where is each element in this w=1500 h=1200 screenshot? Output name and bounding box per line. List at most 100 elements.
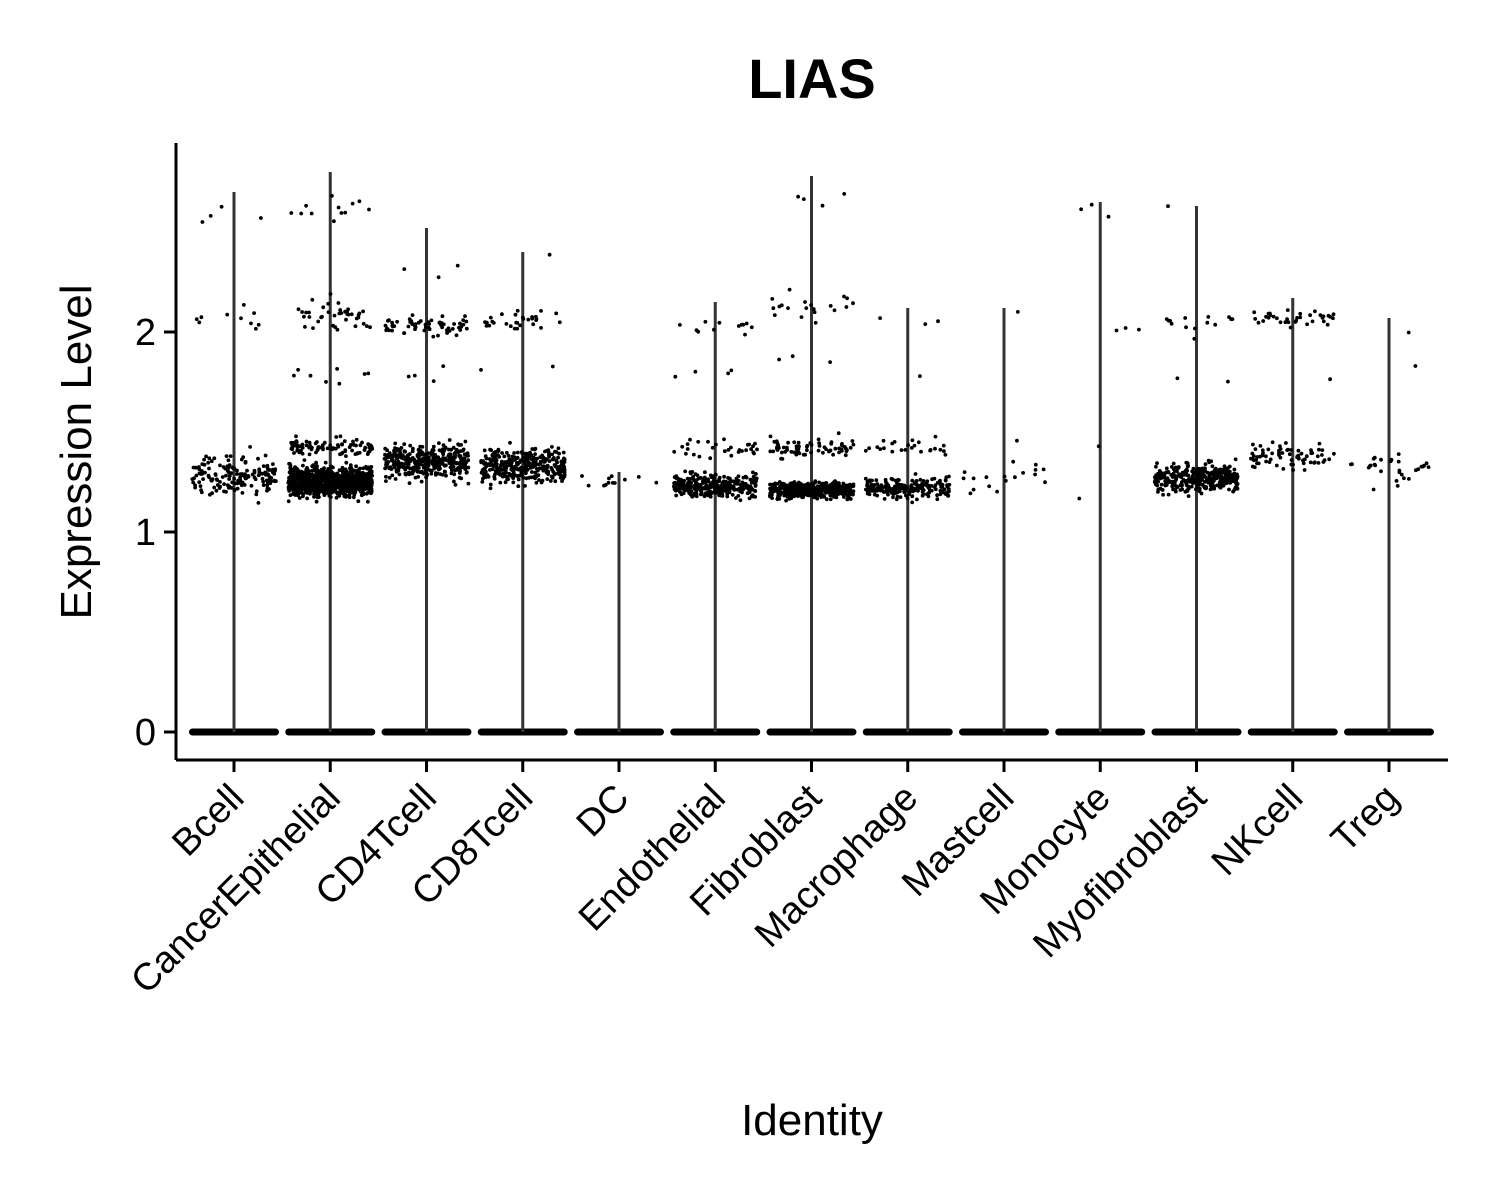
data-point — [824, 497, 829, 502]
data-point — [1156, 479, 1160, 484]
data-point — [226, 458, 231, 463]
violin-Bcell — [189, 192, 279, 736]
data-point — [848, 445, 853, 450]
data-point — [383, 452, 387, 457]
data-point — [487, 323, 492, 328]
data-point — [346, 478, 350, 483]
data-point — [874, 478, 879, 483]
data-point — [807, 492, 811, 497]
data-point — [199, 315, 204, 320]
data-point — [1155, 476, 1160, 480]
data-point — [201, 477, 206, 481]
data-point — [345, 481, 349, 486]
data-point — [1317, 447, 1321, 452]
data-point — [775, 441, 780, 446]
data-point — [606, 480, 611, 485]
data-point — [1399, 472, 1404, 477]
data-point — [431, 463, 436, 467]
data-point — [770, 492, 774, 497]
data-point — [562, 473, 567, 477]
data-point — [1302, 468, 1307, 472]
data-point — [406, 324, 411, 329]
data-point — [239, 316, 243, 321]
data-point — [1421, 464, 1425, 469]
data-point — [915, 497, 919, 502]
data-point — [702, 480, 707, 485]
data-point — [708, 456, 713, 461]
data-point — [736, 494, 741, 498]
data-point — [1303, 457, 1307, 462]
data-point — [816, 448, 821, 453]
data-point — [1164, 481, 1168, 486]
data-point — [411, 465, 416, 470]
data-point — [294, 473, 298, 478]
data-point — [813, 479, 818, 484]
data-point — [512, 455, 517, 459]
data-point — [250, 472, 255, 477]
data-point — [865, 482, 870, 487]
data-point — [1275, 316, 1279, 321]
data-point — [905, 496, 910, 501]
data-point — [504, 450, 509, 455]
data-point — [1396, 459, 1401, 464]
data-point — [299, 488, 304, 493]
data-point — [194, 317, 199, 322]
data-point — [722, 437, 726, 442]
data-point — [494, 464, 498, 469]
data-point — [929, 484, 934, 488]
data-point — [362, 372, 367, 376]
data-point — [1322, 458, 1327, 462]
data-point — [325, 446, 330, 451]
data-point — [1178, 488, 1183, 492]
data-point — [508, 473, 512, 477]
data-point — [450, 327, 455, 331]
data-point — [415, 454, 420, 459]
data-point — [292, 485, 297, 490]
data-point — [1407, 477, 1411, 481]
data-point — [800, 486, 804, 491]
data-point — [753, 441, 757, 446]
data-point — [743, 332, 747, 337]
data-point — [514, 320, 519, 325]
data-point — [245, 468, 249, 473]
x-tick-label: DC — [569, 777, 638, 846]
data-point — [246, 474, 251, 479]
data-point — [1209, 459, 1214, 464]
data-point — [1283, 320, 1288, 325]
data-point — [548, 479, 553, 483]
data-point — [321, 305, 326, 310]
data-point — [552, 472, 557, 477]
data-point — [1011, 459, 1016, 464]
data-point — [526, 475, 531, 480]
data-point — [935, 481, 940, 485]
data-point — [519, 473, 524, 478]
data-point — [440, 314, 445, 319]
data-point — [714, 442, 718, 447]
data-point — [749, 325, 754, 330]
data-point — [215, 483, 220, 487]
data-point — [796, 194, 800, 199]
data-point — [442, 469, 447, 474]
data-point — [349, 467, 353, 472]
data-point — [462, 452, 467, 457]
data-point — [850, 439, 855, 443]
data-point — [1416, 467, 1421, 472]
data-point — [308, 479, 313, 483]
data-point — [431, 379, 436, 383]
violin-Endothelial — [670, 302, 761, 736]
data-point — [289, 477, 293, 481]
data-point — [326, 310, 331, 314]
data-point — [435, 471, 440, 476]
data-point — [412, 373, 417, 378]
data-point — [875, 482, 880, 486]
data-point — [349, 312, 354, 317]
data-point — [430, 448, 435, 452]
data-point — [1202, 485, 1207, 490]
data-point — [775, 482, 780, 486]
data-point — [947, 474, 951, 479]
data-point — [248, 445, 253, 449]
data-point — [1252, 310, 1257, 315]
data-point — [256, 322, 261, 327]
data-point — [347, 445, 352, 450]
data-point — [872, 483, 877, 487]
